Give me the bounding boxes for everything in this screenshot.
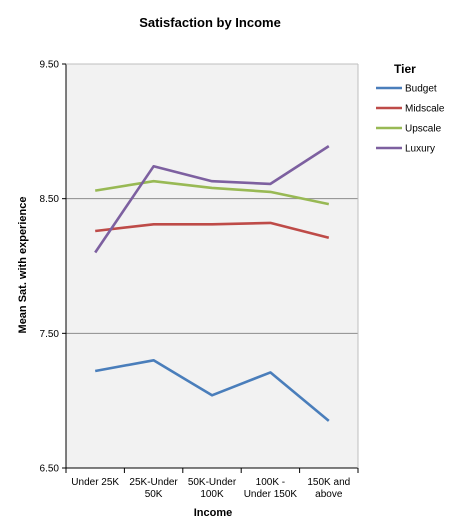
series-lines (94, 145, 330, 422)
x-tick-label: 150K and above (307, 477, 350, 500)
series-line-midscale (95, 221, 330, 239)
legend-items: Budget Midscale Upscale Luxury (376, 84, 445, 155)
x-axis-label: Income (194, 507, 233, 519)
legend-label-budget: Budget (405, 84, 437, 95)
y-tick-label: 7.50 (40, 329, 60, 340)
series-line-budget (94, 358, 330, 422)
y-tick-label: 9.50 (40, 60, 60, 71)
y-tick-label: 6.50 (40, 464, 60, 475)
y-axis-label: Mean Sat. with experience (17, 197, 29, 334)
x-tick-label: 25K-Under 50K (129, 477, 178, 500)
y-tick-labels: 6.50 7.50 8.50 9.50 (40, 60, 66, 475)
legend-label-upscale: Upscale (405, 124, 442, 135)
legend-label-luxury: Luxury (405, 144, 435, 155)
series-line-luxury (94, 145, 330, 254)
x-tick-label: Under 25K (71, 477, 119, 488)
y-tick-label: 8.50 (40, 194, 60, 205)
legend-title: Tier (394, 62, 416, 76)
legend-label-midscale: Midscale (405, 104, 445, 115)
x-tick-label: 100K -Under 150K (244, 477, 298, 500)
chart-title: Satisfaction by Income (139, 15, 281, 30)
plot-area (66, 64, 358, 468)
series-line-upscale (94, 179, 330, 206)
x-tick-label: 50K-Under 100K (188, 477, 237, 500)
axes (65, 63, 359, 469)
x-tick-labels: Under 25K 25K-Under 50K 50K-Under 100K 100K -… (65, 468, 359, 500)
legend: Tier Budget Midscale Upscale Luxury (376, 62, 445, 155)
